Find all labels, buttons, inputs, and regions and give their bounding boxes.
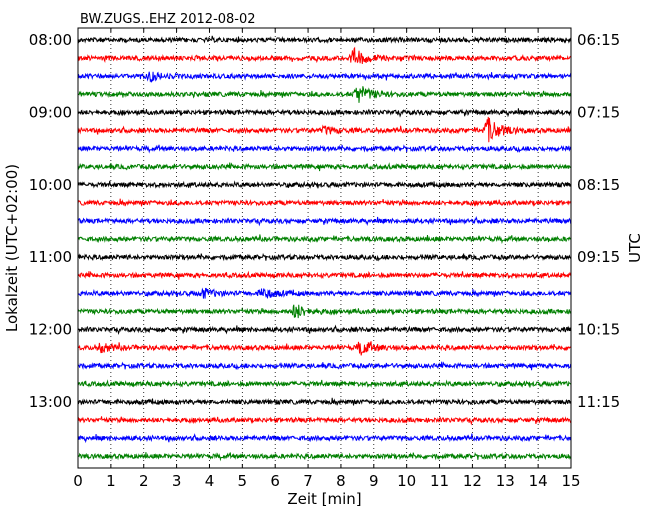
x-tick-label: 6 [270,472,280,490]
plot-frame [77,27,572,469]
y-axis-label-left: Lokalzeit (UTC+02:00) [3,164,21,332]
x-tick-label: 1 [106,472,116,490]
seismic-trace [77,341,572,356]
seismic-trace [77,324,572,335]
seismic-trace [77,144,572,154]
chart-title: BW.ZUGS..EHZ 2012-08-02 [80,12,256,27]
grid-layer [110,28,539,468]
x-tick-label: 5 [238,472,248,490]
trace-layer [77,35,572,462]
seismic-trace [77,234,572,245]
seismic-trace [77,86,572,103]
seismic-trace [77,379,572,388]
x-tick-label: 8 [336,472,346,490]
left-tick-label: 13:00 [29,393,72,411]
x-tick-label: 11 [430,472,449,490]
seismic-trace [77,215,572,227]
x-tick-label: 0 [73,472,83,490]
seismic-trace [77,162,572,172]
seismic-trace [77,46,572,64]
seismic-trace [77,180,572,189]
right-tick-label: 11:15 [577,393,620,411]
seismic-trace [77,108,572,118]
seismic-trace [77,304,572,319]
x-axis: 0 1 2 3 4 5 6 7 8 9 10 11 12 13 14 15 [73,28,581,490]
x-tick-label: 10 [397,472,416,490]
left-tick-label: 09:00 [29,103,72,121]
seismic-trace [77,433,572,444]
seismic-trace [77,116,572,143]
x-tick-label: 4 [205,472,215,490]
right-tick-label: 09:15 [577,248,620,266]
x-tick-label: 9 [369,472,379,490]
seismic-trace [77,287,572,300]
left-tick-label: 11:00 [29,248,72,266]
right-tick-label: 08:15 [577,176,620,194]
left-tick-label: 10:00 [29,176,72,194]
seismic-trace [77,361,572,371]
seismic-trace [77,198,572,207]
x-tick-label: 12 [463,472,482,490]
x-tick-label: 14 [529,472,548,490]
seismic-trace [77,397,572,406]
right-axis: 06:15 07:15 08:15 09:15 10:15 11:15 [566,31,620,411]
seismic-trace [77,270,572,280]
left-axis: 08:00 09:00 10:00 11:00 12:00 13:00 [29,31,83,411]
x-tick-label: 13 [496,472,515,490]
seismic-trace [77,71,572,83]
x-tick-label: 2 [139,472,149,490]
seismic-trace [77,35,572,45]
seismic-trace [77,451,572,462]
x-axis-label: Zeit [min] [287,490,361,508]
right-tick-label: 10:15 [577,321,620,339]
y-axis-label-right: UTC [626,233,644,263]
seismic-trace [77,416,572,426]
seismic-trace [77,252,572,262]
x-tick-label: 3 [172,472,182,490]
x-tick-label: 7 [303,472,313,490]
right-tick-label: 07:15 [577,103,620,121]
x-tick-label: 15 [561,472,580,490]
left-tick-label: 08:00 [29,31,72,49]
right-tick-label: 06:15 [577,31,620,49]
left-tick-label: 12:00 [29,321,72,339]
